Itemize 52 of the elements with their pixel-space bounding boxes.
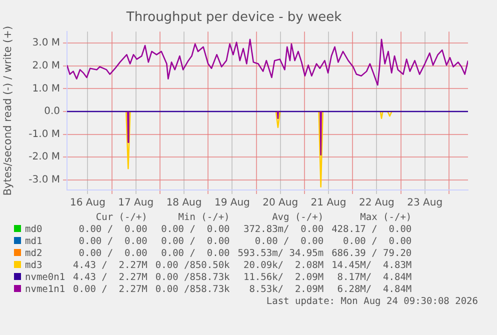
text: Last update: Mon Aug 24 09:30:08 2026 (265, 296, 478, 307)
x-tick-label: 20 Aug (262, 198, 298, 209)
legend-label: md1 (24, 236, 44, 248)
text: 0.00 / 0.00 (254, 236, 325, 248)
text: Cur (-/+) (94, 212, 148, 224)
text: 14.45M/ 4.83M (330, 260, 413, 272)
y-tick-label: -1.0 M (28, 128, 60, 140)
x-tick-label: 22 Aug (358, 198, 394, 209)
text: 6.28M/ 4.84M (336, 284, 413, 296)
text: 0.00 / 0.00 (160, 236, 231, 248)
x-tick-label: 17 Aug (118, 198, 154, 209)
text: Max (-/+) (359, 212, 413, 224)
x-tick-label: 23 Aug (407, 198, 443, 209)
legend-label: nvme1n1 (24, 284, 66, 296)
text: 0.00 / 0.00 (160, 224, 231, 236)
x-tick-label: 16 Aug (70, 198, 106, 209)
text: 20.09k/ 2.08M (242, 260, 325, 272)
y-axis-title: Bytes/second read (-) / write (+) (2, 26, 14, 196)
text: 428.17 / 0.00 (330, 224, 413, 236)
text: 593.53m/ 34.95m (236, 248, 325, 260)
y-tick-label: -2.0 M (28, 152, 60, 163)
text: 0.00 / 0.00 (78, 236, 148, 248)
text: 686.39 / 79.20 (330, 248, 413, 260)
text: 11.56k/ 2.09M (242, 272, 325, 284)
text: 0.00 /858.73k (154, 272, 231, 284)
text: 0.00 /858.73k (154, 284, 231, 296)
text: Min (-/+) (177, 212, 231, 224)
text: 4.43 / 2.27M (72, 260, 148, 272)
y-tick-label: -3.0 M (28, 174, 60, 186)
text: 0.00 / 0.00 (160, 248, 231, 260)
text: 372.83m/ 0.00 (242, 224, 325, 236)
y-tick-label: 0.0 (44, 106, 60, 118)
text: 0.00 / 0.00 (78, 224, 148, 236)
legend-label: md3 (24, 260, 44, 272)
text: 0.00 / 0.00 (342, 236, 413, 248)
text: 8.17M/ 4.84M (336, 272, 413, 284)
legend-label: md2 (24, 248, 44, 260)
x-tick-label: 18 Aug (166, 198, 202, 209)
text: 0.00 /850.50k (154, 260, 231, 272)
y-tick-label: 3.0 M (32, 38, 60, 49)
chart-title: Throughput per device - by week (125, 10, 342, 26)
y-tick-label: 2.0 M (32, 60, 60, 72)
legend-label: md0 (24, 224, 44, 236)
text: 8.53k/ 2.09M (248, 284, 325, 296)
text: 4.43 / 2.27M (72, 272, 148, 284)
x-tick-label: 19 Aug (214, 198, 250, 209)
text: 0.00 / 2.27M (72, 284, 148, 296)
y-tick-label: 1.0 M (32, 83, 60, 94)
legend-label: nvme0n1 (24, 272, 66, 284)
text: Avg (-/+) (271, 212, 325, 224)
text: 0.00 / 0.00 (78, 248, 148, 260)
x-tick-label: 21 Aug (310, 198, 346, 209)
